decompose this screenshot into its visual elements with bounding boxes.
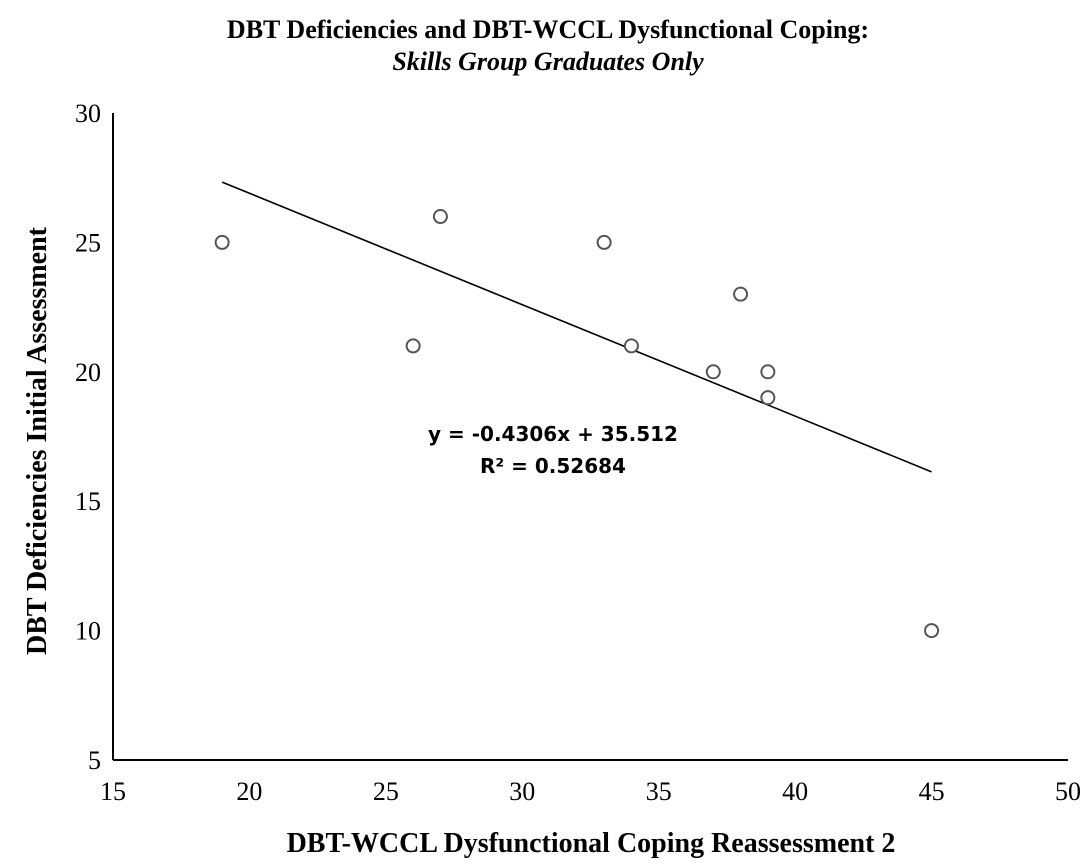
y-tick-label: 20: [75, 358, 101, 387]
chart-title: DBT Deficiencies and DBT-WCCL Dysfunctio…: [227, 15, 869, 44]
x-tick-label: 30: [509, 777, 535, 806]
data-point: [760, 364, 776, 380]
data-point: [405, 338, 421, 354]
data-point: [214, 234, 230, 250]
x-tick-label: 25: [373, 777, 399, 806]
trendline-equation: y = -0.4306x + 35.512: [428, 422, 678, 446]
y-tick-labels: 5 10 15 20 25 30: [75, 99, 101, 775]
y-tick-label: 15: [75, 487, 101, 516]
data-point: [432, 209, 448, 225]
x-tick-labels: 15 20 25 30 35 40 45 50: [100, 777, 1081, 806]
data-point: [924, 623, 940, 639]
chart-subtitle: Skills Group Graduates Only: [392, 47, 704, 76]
x-tick-label: 45: [919, 777, 945, 806]
data-point: [733, 286, 749, 302]
trendline: [221, 181, 932, 473]
data-point: [623, 338, 639, 354]
y-axis-label: DBT Deficiencies Initial Assessment: [22, 226, 53, 655]
y-tick-label: 5: [88, 746, 101, 775]
x-tick-label: 35: [646, 777, 672, 806]
axes: [112, 113, 1068, 761]
y-tick-label: 10: [75, 617, 101, 646]
y-tick-label: 30: [75, 99, 101, 128]
x-axis-label: DBT-WCCL Dysfunctional Coping Reassessme…: [287, 828, 896, 859]
trendline-group: [221, 181, 932, 473]
y-tick-label: 25: [75, 228, 101, 257]
trendline-r-squared: R² = 0.52684: [480, 454, 626, 478]
data-points: [214, 209, 940, 639]
x-tick-label: 20: [236, 777, 262, 806]
data-point: [760, 390, 776, 406]
x-tick-label: 40: [782, 777, 808, 806]
x-tick-label: 15: [100, 777, 126, 806]
x-tick-label: 50: [1055, 777, 1081, 806]
data-point: [596, 234, 612, 250]
data-point: [705, 364, 721, 380]
